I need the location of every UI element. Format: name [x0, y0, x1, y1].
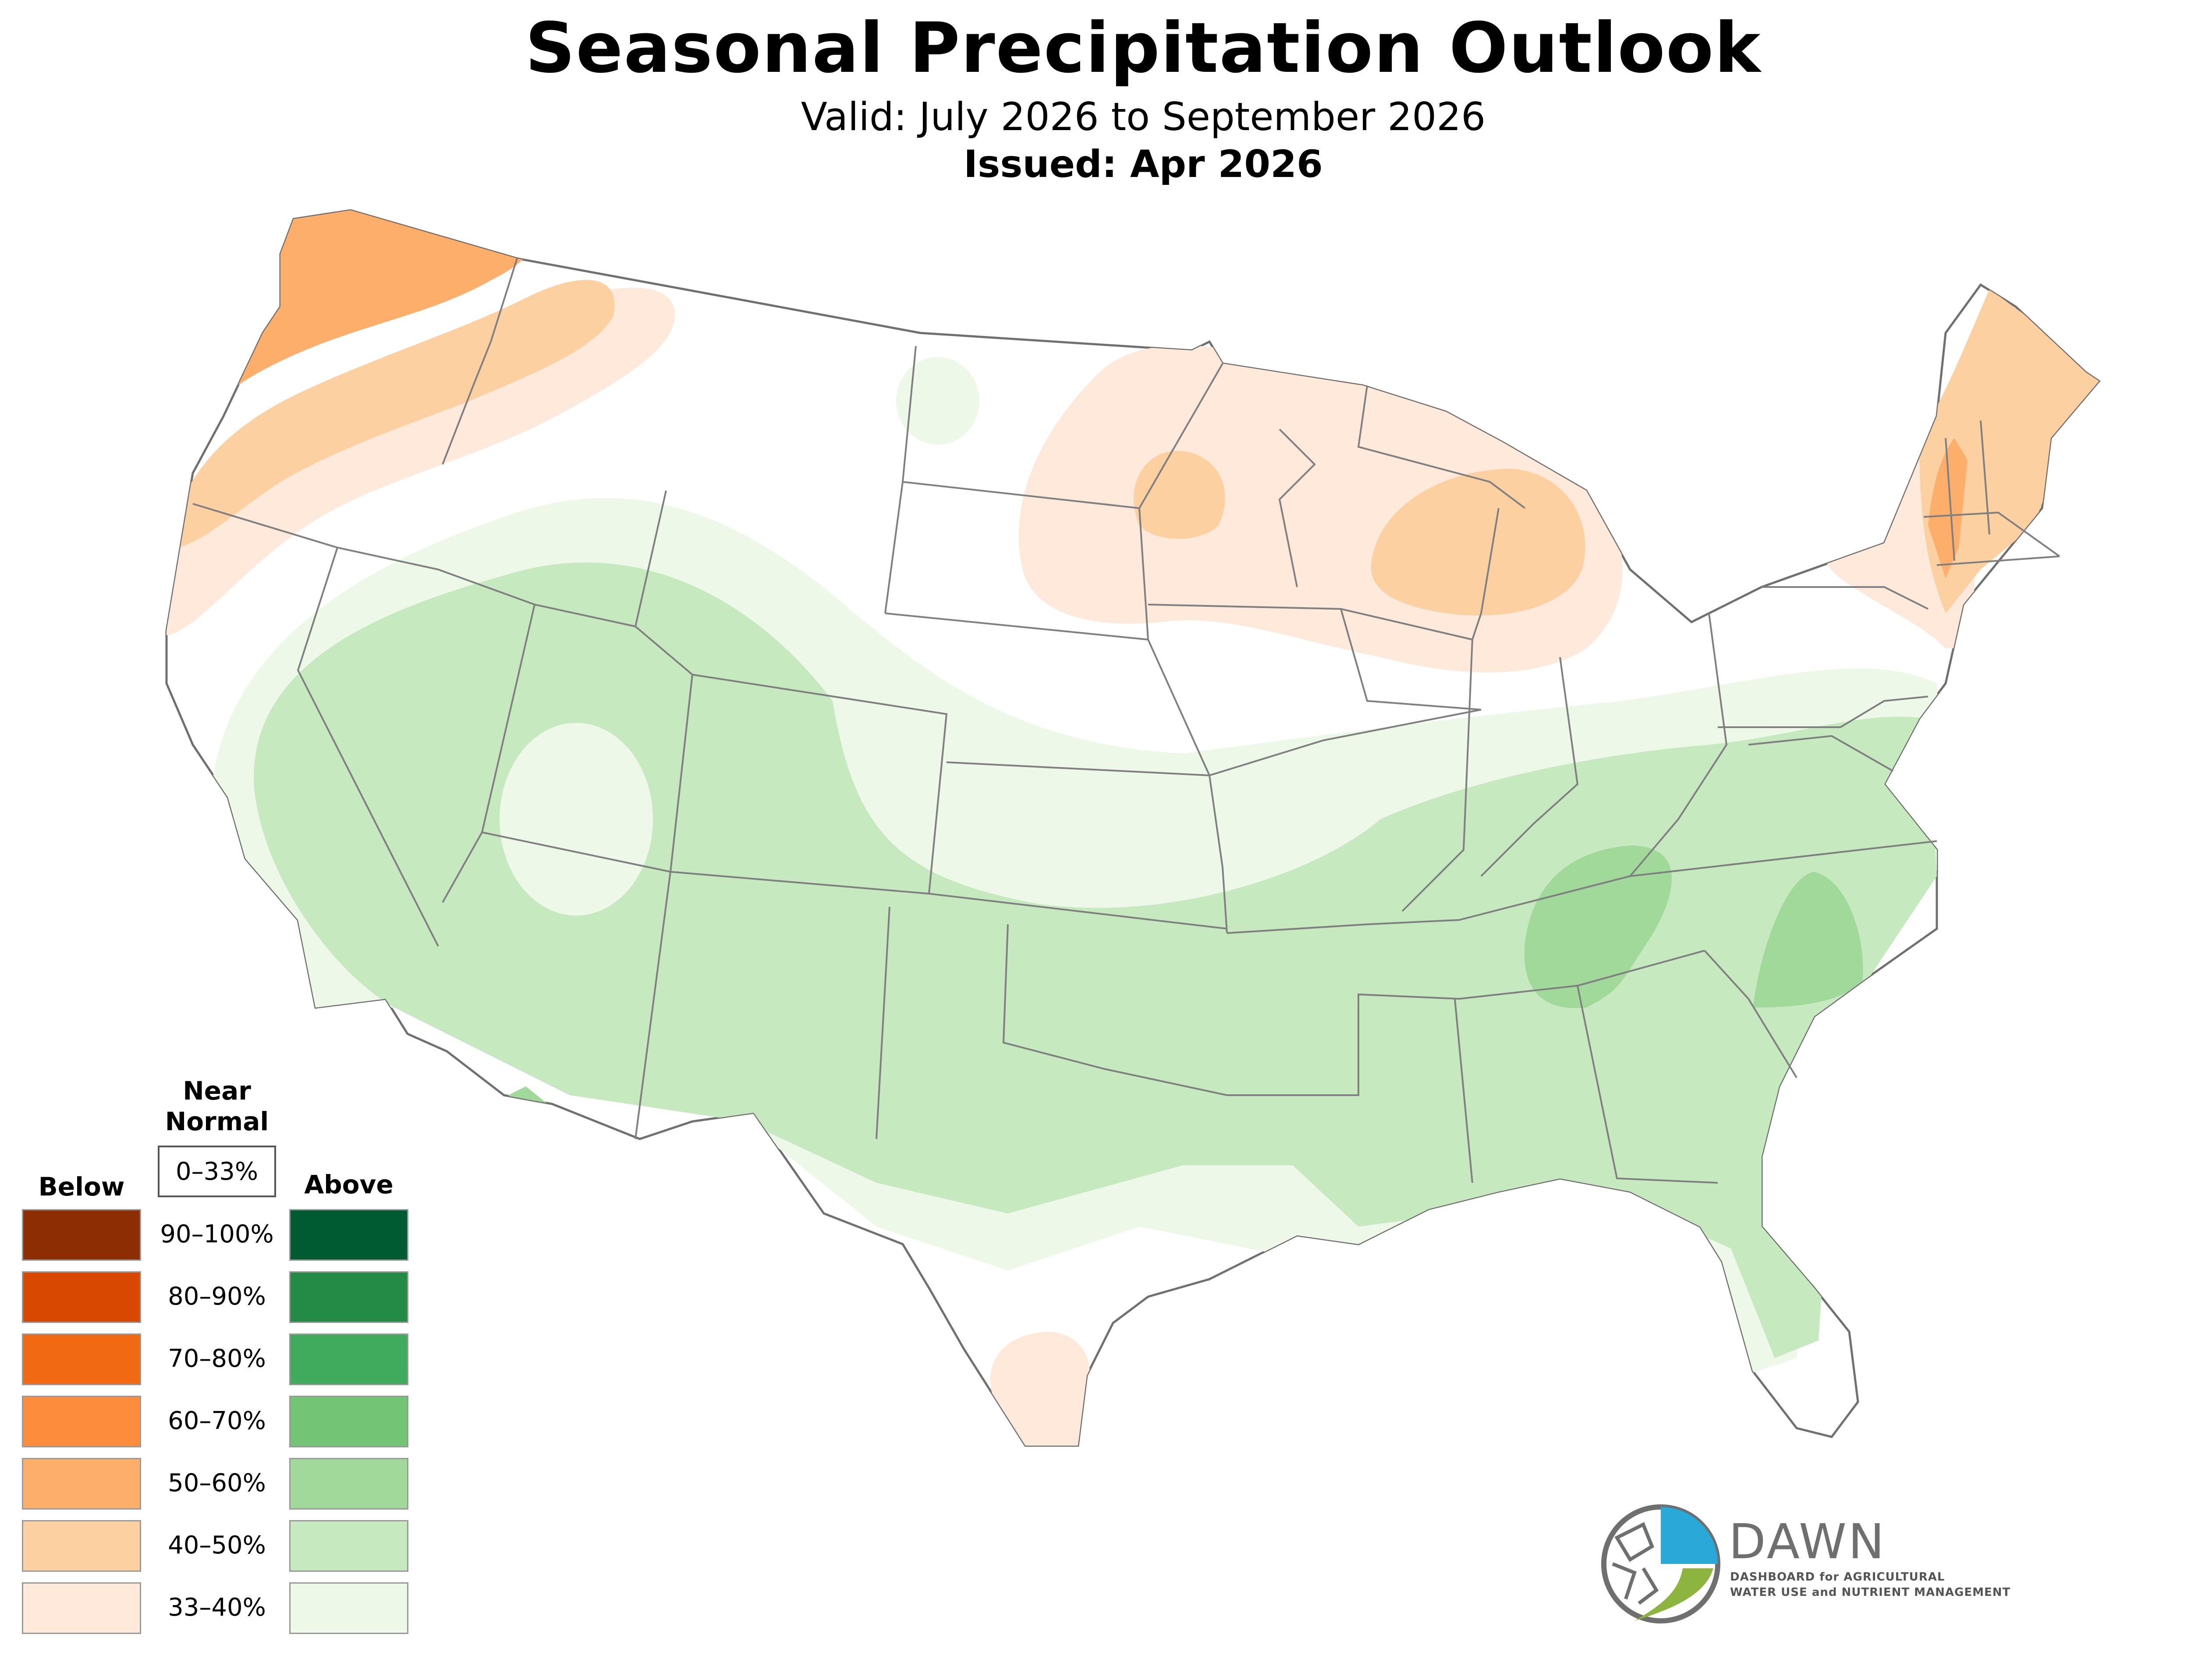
legend-above-heading: Above: [304, 1170, 394, 1199]
legend-range-label: 70–80%: [168, 1344, 266, 1373]
legend-below-swatch: [22, 1520, 141, 1572]
below-33-40-region-south-texas: [990, 1332, 1090, 1446]
legend-near-normal-box: 0–33%: [158, 1146, 276, 1197]
issued-date: Issued: Apr 2026: [964, 142, 1323, 186]
legend-below-swatch: [22, 1582, 141, 1634]
legend-near-normal-heading: Near Normal: [165, 1076, 269, 1136]
above-50-60-region-tennessee: [1524, 845, 1672, 1008]
legend-below-swatch: [22, 1396, 141, 1447]
map-title: Seasonal Precipitation Outlook: [525, 8, 1762, 88]
legend-below-swatch: [22, 1209, 141, 1261]
legend-range-label: 80–90%: [168, 1282, 266, 1311]
outlook-shading: [167, 210, 2099, 1446]
state-borders: [192, 258, 2060, 1184]
legend-range-label: 90–100%: [160, 1220, 274, 1249]
legend-above-swatch: [289, 1396, 408, 1447]
legend-range-label: 50–60%: [168, 1469, 266, 1497]
legend-below-swatch: [22, 1333, 141, 1385]
below-50-60-region-northeast: [1928, 438, 1968, 578]
below-33-40-region-northwest: [167, 287, 675, 635]
below-40-50-region-northeast: [1919, 289, 2099, 613]
below-40-50-region-minnesota: [1134, 451, 1225, 539]
logo-tagline-line2: WATER USE and NUTRIENT MANAGEMENT: [1730, 1586, 2011, 1599]
legend-range-label: 33–40%: [168, 1593, 266, 1622]
legend-above-swatch: [289, 1271, 408, 1323]
legend-below-swatch: [22, 1271, 141, 1323]
legend-above-swatch: [289, 1520, 408, 1572]
valid-period: Valid: July 2026 to September 2026: [801, 94, 1486, 139]
above-40-50-region: [254, 562, 1937, 1358]
legend-below-swatch: [22, 1458, 141, 1510]
below-40-50-region-michigan: [1371, 469, 1585, 616]
above-50-60-region-carolina: [1753, 872, 1863, 1008]
above-33-40-region-north-dakota: [896, 357, 979, 445]
logo-tagline-line1: DASHBOARD for AGRICULTURAL: [1730, 1570, 1945, 1584]
legend-above-swatch: [289, 1582, 408, 1634]
dawn-logo-icon: [1601, 1504, 1720, 1623]
legend-above-swatch: [289, 1458, 408, 1510]
near-normal-pocket: [500, 723, 653, 916]
legend-above-swatch: [289, 1333, 408, 1385]
legend-range-label: 60–70%: [168, 1407, 266, 1435]
below-50-60-region-northwest: [167, 210, 540, 482]
legend-below-heading: Below: [38, 1172, 125, 1202]
legend-above-swatch: [289, 1209, 408, 1261]
below-40-50-region-northwest: [167, 280, 615, 548]
legend-range-label: 40–50%: [168, 1531, 266, 1560]
logo-name: DAWN: [1729, 1514, 1886, 1570]
